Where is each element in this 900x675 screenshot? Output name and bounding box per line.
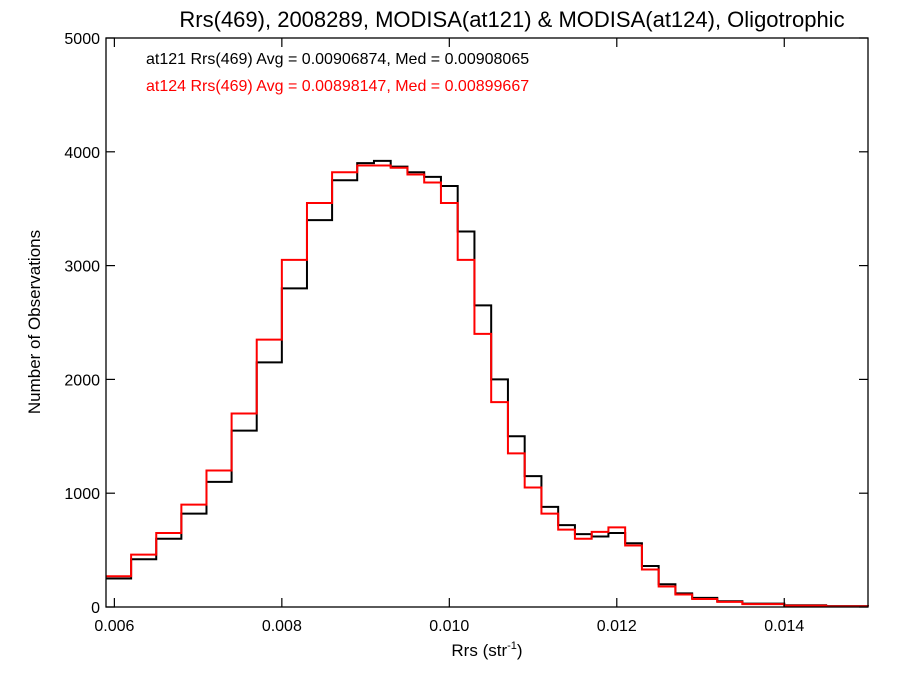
- x-axis-label-text: Rrs (str: [451, 641, 507, 660]
- series-line-at121: [106, 159, 869, 608]
- y-tick-label: 4000: [64, 145, 100, 162]
- x-tick-label: 0.008: [262, 618, 302, 635]
- legend-entry-at121: at121 Rrs(469) Avg = 0.00906874, Med = 0…: [146, 51, 529, 68]
- y-axis-label: Number of Observations: [25, 230, 44, 414]
- y-tick-label: 5000: [64, 31, 100, 48]
- x-axis: 0.006 0.008 0.010 0.012 0.014: [94, 38, 804, 635]
- x-tick-label: 0.012: [597, 618, 637, 635]
- x-axis-label: Rrs (str-1): [451, 640, 522, 660]
- x-tick-label: 0.014: [764, 618, 804, 635]
- y-tick-label: 2000: [64, 372, 100, 389]
- y-axis: 0 1000 2000 3000 4000 5000: [64, 31, 868, 617]
- x-axis-label-superscript: -1: [507, 640, 517, 652]
- series-line-at124: [106, 164, 869, 608]
- y-tick-label: 1000: [64, 486, 100, 503]
- legend-entry-at124: at124 Rrs(469) Avg = 0.00898147, Med = 0…: [146, 78, 529, 95]
- y-tick-label: 3000: [64, 259, 100, 276]
- y-tick-label: 0: [91, 600, 100, 617]
- plot-frame: [105, 37, 869, 608]
- plot-area: [106, 159, 869, 608]
- x-axis-label-suffix: ): [517, 641, 523, 660]
- x-tick-label: 0.010: [429, 618, 469, 635]
- chart-title: Rrs(469), 2008289, MODISA(at121) & MODIS…: [179, 7, 844, 32]
- x-tick-label: 0.006: [94, 618, 134, 635]
